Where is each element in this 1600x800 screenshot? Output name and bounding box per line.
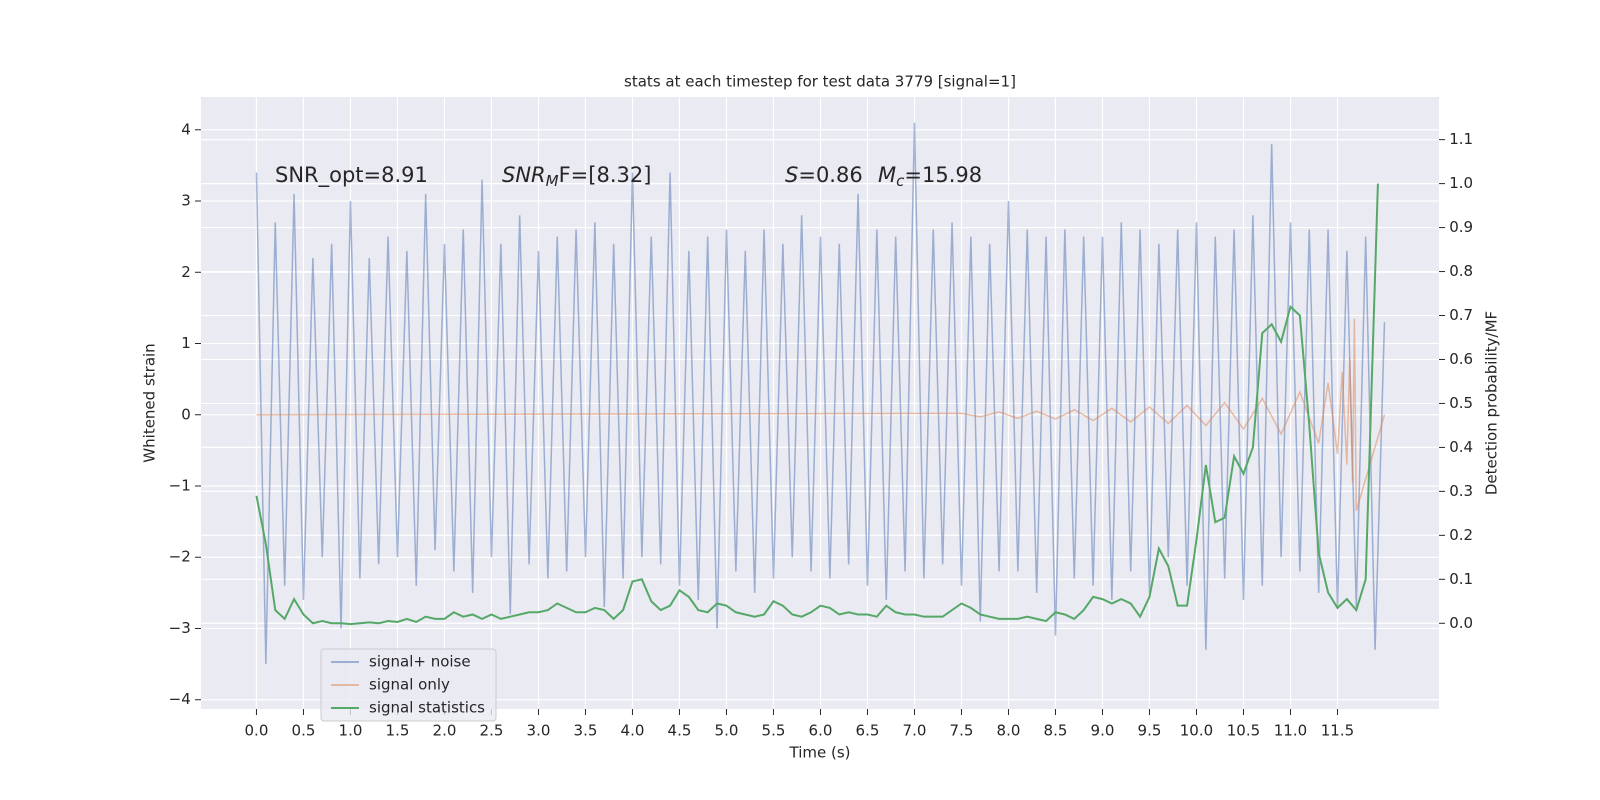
y2-tick-label: 1.0 bbox=[1449, 174, 1473, 192]
legend: signal+ noise signal only signal statistic… bbox=[320, 648, 497, 722]
annotation-part: S bbox=[785, 163, 798, 187]
x-tick-label: 8.5 bbox=[1044, 722, 1068, 740]
legend-box bbox=[320, 648, 497, 722]
x-tick-label: 6.0 bbox=[809, 722, 833, 740]
series-group bbox=[255, 122, 1386, 665]
series-line bbox=[256, 318, 1386, 512]
legend-label: signal+ noise bbox=[369, 653, 471, 671]
y2-tick-label: 0.5 bbox=[1449, 394, 1473, 412]
legend-label: signal only bbox=[369, 676, 450, 694]
y2-tick-label: 0.6 bbox=[1449, 350, 1473, 368]
y2-tick-label: 0.9 bbox=[1449, 218, 1473, 236]
x-tick-label: 7.0 bbox=[903, 722, 927, 740]
series-line bbox=[255, 183, 1379, 626]
y-tick-label: −3 bbox=[169, 619, 191, 637]
x-tick-label: 2.5 bbox=[480, 722, 504, 740]
y-tick-label: 0 bbox=[181, 405, 191, 423]
y-tick-label: 1 bbox=[181, 334, 191, 352]
x-tick-label: 0.5 bbox=[292, 722, 316, 740]
annotation: SNRMF=[8.32] bbox=[502, 163, 651, 190]
y-tick-label: −4 bbox=[169, 690, 191, 708]
annotation-part: M bbox=[878, 163, 896, 187]
x-tick-label: 3.0 bbox=[527, 722, 551, 740]
y-tick-label: −2 bbox=[169, 548, 191, 566]
x-tick-label: 11.0 bbox=[1274, 722, 1307, 740]
chart-title: stats at each timestep for test data 377… bbox=[624, 73, 1016, 91]
y2-tick-label: 1.1 bbox=[1449, 130, 1473, 148]
y-tick-label: 3 bbox=[181, 192, 191, 210]
x-tick-label: 7.5 bbox=[950, 722, 974, 740]
y2-tick-label: 0.8 bbox=[1449, 262, 1473, 280]
annotation-part: SNR_opt=8.91 bbox=[275, 163, 428, 188]
y-tick-label: 2 bbox=[181, 263, 191, 281]
annotation-part: M bbox=[546, 172, 559, 190]
y2-tick-label: 0.2 bbox=[1449, 526, 1473, 544]
x-tick-label: 9.0 bbox=[1091, 722, 1115, 740]
x-tick-label: 1.5 bbox=[386, 722, 410, 740]
x-tick-label: 5.0 bbox=[715, 722, 739, 740]
y2-axis-label: Detection probability/MF bbox=[1483, 311, 1501, 495]
y2-tick-label: 0.0 bbox=[1449, 614, 1473, 632]
y2-tick-label: 0.4 bbox=[1449, 438, 1473, 456]
x-tick-label: 5.5 bbox=[762, 722, 786, 740]
x-tick-label: 9.5 bbox=[1138, 722, 1162, 740]
x-tick-label: 1.0 bbox=[339, 722, 363, 740]
annotation: Mc=15.98 bbox=[878, 163, 982, 190]
x-tick-label: 3.5 bbox=[574, 722, 598, 740]
x-tick-label: 2.0 bbox=[433, 722, 457, 740]
annotation: S=0.86 bbox=[785, 163, 863, 187]
x-tick-label: 6.5 bbox=[856, 722, 880, 740]
y2-tick-label: 0.1 bbox=[1449, 570, 1473, 588]
x-tick-label: 11.5 bbox=[1321, 722, 1354, 740]
annotation-part: F=[8.32] bbox=[559, 163, 652, 187]
series-line bbox=[255, 122, 1386, 665]
x-tick-label: 8.0 bbox=[997, 722, 1021, 740]
y2-tick-label: 0.3 bbox=[1449, 482, 1473, 500]
legend-label: signal statistics bbox=[369, 699, 485, 717]
y-tick-label: 4 bbox=[181, 120, 191, 138]
y-axis-label: Whitened strain bbox=[141, 343, 159, 462]
x-tick-label: 4.0 bbox=[621, 722, 645, 740]
annotation-part: SNR bbox=[502, 163, 546, 187]
y2-tick-label: 0.7 bbox=[1449, 306, 1473, 324]
y-tick-label: −1 bbox=[169, 477, 191, 495]
x-tick-label: 0.0 bbox=[245, 722, 269, 740]
x-tick-label: 10.0 bbox=[1180, 722, 1213, 740]
annotation-part: =0.86 bbox=[798, 163, 862, 187]
x-tick-label: 4.5 bbox=[668, 722, 692, 740]
x-axis-label: Time (s) bbox=[789, 744, 851, 762]
annotation-part: c bbox=[896, 172, 905, 190]
annotations: SNR_opt=8.91 SNRMF=[8.32] S=0.86 Mc=15.98 bbox=[275, 163, 982, 190]
annotation: SNR_opt=8.91 bbox=[275, 163, 428, 188]
x-tick-label: 10.5 bbox=[1227, 722, 1260, 740]
annotation-part: =15.98 bbox=[904, 163, 982, 187]
